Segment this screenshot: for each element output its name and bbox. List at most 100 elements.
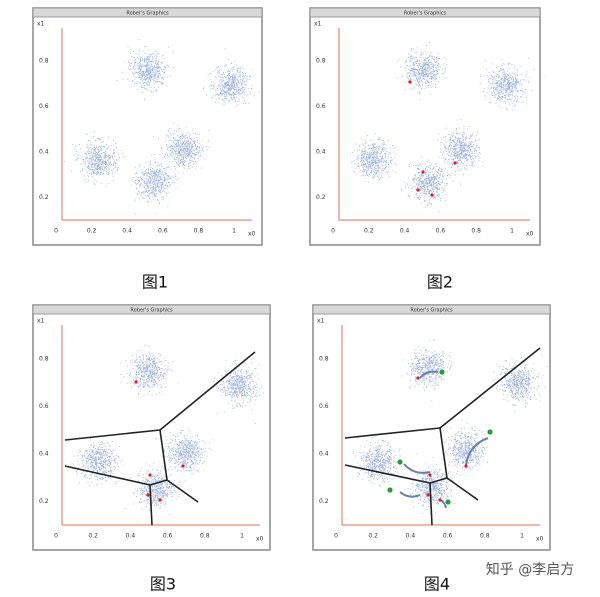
y-tick-label: 0.6 — [39, 403, 49, 410]
arrow — [419, 370, 439, 379]
new-centroid — [438, 368, 446, 376]
window-title: Rober's Graphics — [404, 11, 447, 17]
x-tick-label: 0.8 — [471, 228, 481, 235]
boundary — [429, 482, 433, 526]
title-bar — [309, 7, 541, 18]
point-cloud — [400, 156, 462, 213]
y-axis-label: x1 — [317, 318, 325, 325]
y-tick-label: 0.8 — [319, 355, 329, 362]
x-tick-label: 1 — [520, 533, 524, 540]
point-cloud — [350, 133, 397, 183]
boundary — [446, 477, 479, 501]
point-cloud — [155, 428, 214, 475]
centroid — [421, 170, 425, 174]
point-cloud — [116, 39, 174, 100]
x-tick-label: 0.2 — [88, 533, 98, 540]
arrow — [399, 491, 421, 498]
boundary — [64, 429, 161, 441]
y-axis-label: x1 — [314, 21, 322, 28]
boundary — [166, 479, 199, 503]
window-frame — [32, 7, 263, 246]
x-tick-label: 0.6 — [163, 533, 173, 540]
centroid — [181, 464, 185, 468]
centroid — [438, 498, 442, 502]
centroid — [430, 193, 434, 197]
x-tick-label: 0.8 — [200, 533, 210, 540]
arrow — [465, 437, 489, 466]
y-tick-label: 0.4 — [39, 148, 49, 155]
window-title: Rober's Graphics — [130, 308, 173, 314]
x-tick-label: 0.6 — [436, 228, 446, 235]
watermark: 知乎 @李启方 — [486, 561, 574, 578]
point-cloud — [152, 122, 210, 173]
boundary — [439, 427, 448, 479]
boundary — [159, 429, 168, 481]
x-tick-label: 0 — [54, 533, 58, 540]
centroid — [426, 493, 430, 497]
point-cloud — [203, 48, 260, 107]
boundary — [429, 477, 448, 484]
y-tick-label: 0.2 — [319, 498, 329, 505]
y-tick-label: 0.2 — [316, 194, 326, 201]
y-tick-label: 0.2 — [39, 498, 49, 505]
window-title: Rober's Graphics — [410, 308, 453, 314]
y-tick-label: 0.2 — [39, 194, 49, 201]
centroid — [453, 161, 457, 165]
caption: 图4 — [424, 575, 450, 594]
x-tick-label: 0.4 — [400, 228, 410, 235]
boundary — [149, 484, 153, 526]
new-centroid — [486, 428, 494, 436]
x-tick-label: 0 — [331, 228, 335, 235]
x-tick-label: 0.4 — [406, 533, 416, 540]
centroid — [416, 188, 420, 192]
point-cloud — [479, 57, 545, 111]
title-bar — [32, 304, 271, 315]
point-cloud — [64, 131, 126, 187]
x-axis-label: x0 — [248, 231, 256, 238]
panel: Rober's Graphics x1 x0 0.2 0.4 0.6 0.8 0 0.2 0.4 0… — [32, 7, 263, 246]
centroid — [158, 498, 162, 502]
point-cloud — [492, 354, 548, 413]
boundary — [344, 464, 431, 484]
boundary — [439, 347, 541, 429]
new-centroid — [386, 486, 394, 494]
x-tick-label: 1 — [232, 228, 236, 235]
y-tick-label: 0.4 — [39, 450, 49, 457]
centroid — [146, 493, 150, 497]
y-tick-label: 0.8 — [316, 57, 326, 64]
window-frame — [309, 7, 541, 246]
y-tick-label: 0.8 — [39, 57, 49, 64]
x-tick-label: 0.8 — [194, 228, 204, 235]
point-cloud — [401, 339, 453, 401]
centroid — [134, 380, 138, 384]
centroid — [428, 473, 432, 477]
window-title: Rober's Graphics — [126, 11, 169, 17]
boundary — [344, 427, 441, 439]
y-tick-label: 0.4 — [319, 450, 329, 457]
y-tick-label: 0.6 — [316, 103, 326, 110]
y-tick-label: 0.6 — [319, 403, 329, 410]
boundary — [149, 479, 168, 486]
arrow — [403, 463, 431, 474]
title-bar — [312, 304, 551, 315]
caption: 图2 — [427, 273, 453, 292]
centroid — [148, 473, 152, 477]
x-tick-label: 0.4 — [126, 533, 136, 540]
boundary — [159, 351, 256, 431]
y-tick-label: 0.8 — [39, 355, 49, 362]
x-axis-label: x0 — [256, 536, 264, 543]
y-tick-label: 0.6 — [39, 103, 49, 110]
caption: 图1 — [142, 273, 168, 292]
centroid — [464, 464, 468, 468]
x-tick-label: 0.6 — [443, 533, 453, 540]
caption: 图3 — [150, 575, 176, 594]
x-tick-label: 0.8 — [480, 533, 490, 540]
x-axis-label: x0 — [536, 536, 544, 543]
point-cloud — [130, 153, 184, 215]
x-tick-label: 0.2 — [364, 228, 374, 235]
panel: Rober's Graphics x1 x0 0.2 0.4 0.6 0.8 0 0.2 0.4 0… — [312, 304, 551, 551]
x-tick-label: 1 — [510, 228, 514, 235]
y-axis-label: x1 — [37, 318, 45, 325]
new-centroid — [444, 498, 452, 506]
